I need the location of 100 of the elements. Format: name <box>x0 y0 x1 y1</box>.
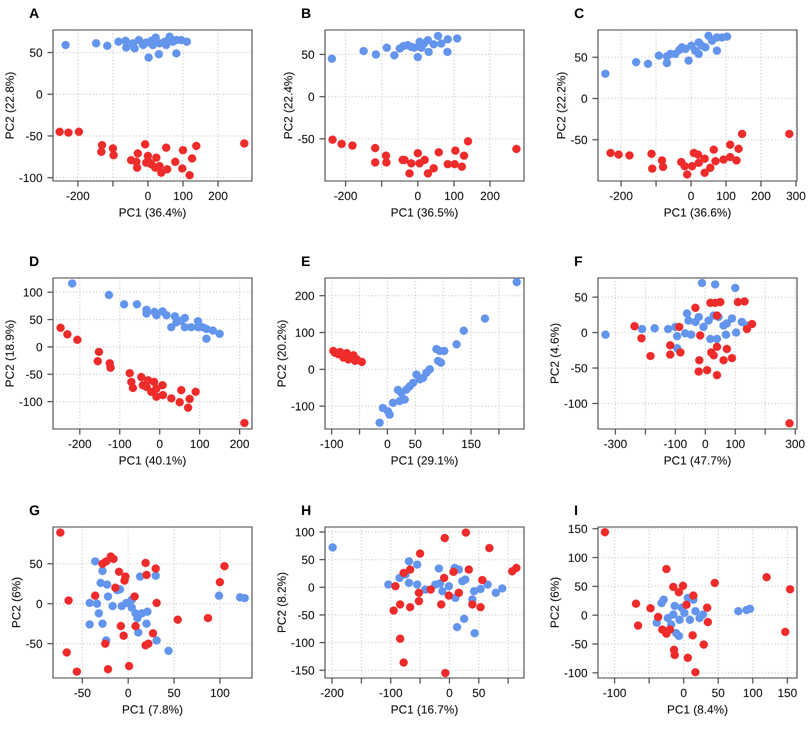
y-tick-label: 150 <box>568 524 588 534</box>
x-axis-title: PC1 (47.7%) <box>664 456 731 467</box>
x-axis-title: PC1 (36.5%) <box>392 208 458 219</box>
x-tick-label: 100 <box>717 192 736 200</box>
y-tick-label: -50 <box>571 136 588 144</box>
x-tick-label: 100 <box>444 192 464 200</box>
y-axis-title: PC2 (6%) <box>12 578 23 628</box>
x-tick-label: -50 <box>74 688 90 698</box>
x-tick-label: -100 <box>379 688 402 698</box>
y-tick-label: 50 <box>574 582 588 591</box>
y-tick-label: 100 <box>568 554 588 562</box>
y-tick-label: -100 <box>19 398 42 406</box>
x-tick-label: -200 <box>610 192 632 200</box>
y-tick-label: 100 <box>296 528 314 536</box>
x-axis-title: PC1 (40.1%) <box>120 456 186 467</box>
x-axis-title: PC1 (36.4%) <box>120 208 186 219</box>
y-axis-title: PC2 (22.4%) <box>284 72 295 138</box>
x-tick-label: -100 <box>108 440 132 448</box>
chart-title: C <box>574 8 584 18</box>
x-tick-label: -200 <box>320 688 344 698</box>
y-axis-title: PC2 (4.6%) <box>550 324 562 384</box>
y-tick-label: -50 <box>298 134 314 144</box>
y-tick-label: 50 <box>30 48 42 57</box>
chart-title: D <box>30 256 39 266</box>
x-tick-label: 0 <box>156 440 163 448</box>
x-tick-label: 100 <box>190 440 210 448</box>
y-tick-label: 50 <box>574 53 588 62</box>
x-axis-title: PC1 (8.4%) <box>668 704 728 716</box>
y-tick-label: 100 <box>24 288 42 297</box>
x-tick-label: 0 <box>125 688 132 698</box>
chart-title: B <box>302 8 311 18</box>
y-tick-label: 50 <box>574 293 588 302</box>
x-tick-label: -200 <box>334 192 357 200</box>
x-tick-label: 200 <box>752 192 770 200</box>
y-tick-label: 0 <box>36 90 42 99</box>
x-tick-label: 0 <box>680 688 686 698</box>
y-tick-label: -50 <box>298 610 314 620</box>
chart-title: E <box>302 256 310 266</box>
x-tick-label: 0 <box>446 688 452 698</box>
y-tick-label: 50 <box>302 50 314 59</box>
chart-title: A <box>29 8 39 18</box>
y-tick-label: 50 <box>302 556 314 564</box>
x-tick-label: -100 <box>603 688 626 698</box>
y-tick-label: -50 <box>26 370 42 379</box>
x-tick-label: -100 <box>664 440 687 448</box>
y-tick-label: 100 <box>296 328 314 337</box>
y-tick-label: 0 <box>36 342 42 352</box>
y-tick-label: -50 <box>26 640 42 648</box>
x-tick-label: -200 <box>66 192 90 200</box>
x-tick-label: 200 <box>480 192 500 200</box>
x-tick-label: 50 <box>409 440 422 448</box>
x-axis-title: PC1 (7.8%) <box>122 704 182 716</box>
chart-title: H <box>302 506 310 516</box>
x-tick-label: -200 <box>68 440 92 448</box>
y-axis-title: PC2 (22.2%) <box>556 72 568 138</box>
y-axis-title: PC2 (22.8%) <box>5 72 16 138</box>
chart-title: F <box>575 256 582 266</box>
x-tick-label: 0 <box>702 440 708 448</box>
y-tick-label: 50 <box>30 560 42 568</box>
x-tick-label: 0 <box>145 192 151 200</box>
x-tick-label: 150 <box>462 440 480 448</box>
y-tick-label: 0 <box>581 611 588 620</box>
y-tick-label: 0 <box>581 94 588 103</box>
x-tick-label: -300 <box>604 440 627 448</box>
y-tick-label: -150 <box>291 666 314 675</box>
y-tick-label: -100 <box>291 402 314 411</box>
y-tick-label: 0 <box>308 92 314 102</box>
x-tick-label: 300 <box>786 440 805 448</box>
x-tick-label: -100 <box>320 440 344 448</box>
y-tick-label: -50 <box>571 364 588 372</box>
x-axis-title: PC1 (16.7%) <box>392 704 458 716</box>
y-tick-label: -100 <box>564 400 588 408</box>
y-tick-label: -100 <box>291 638 314 647</box>
x-tick-label: 100 <box>174 192 192 200</box>
y-tick-label: 50 <box>30 316 42 324</box>
x-axis-title: PC1 (36.6%) <box>664 208 731 219</box>
x-tick-label: 100 <box>726 440 745 448</box>
x-tick-label: 150 <box>778 688 797 698</box>
x-tick-label: 0 <box>384 440 390 448</box>
x-tick-label: 100 <box>744 688 762 698</box>
y-tick-label: 200 <box>295 292 314 300</box>
y-axis-title: PC2 (18.9%) <box>5 320 16 386</box>
y-axis-title: PC2 (20.2%) <box>277 320 288 386</box>
x-tick-label: 100 <box>210 688 230 698</box>
x-tick-label: 50 <box>472 688 485 698</box>
y-tick-label: 0 <box>581 328 588 337</box>
y-axis-title: PC2 (8.2%) <box>277 572 288 632</box>
x-tick-label: 50 <box>168 688 180 698</box>
x-tick-label: 300 <box>786 192 806 200</box>
x-tick-label: 200 <box>208 192 228 200</box>
x-tick-label: 200 <box>230 440 249 448</box>
y-tick-label: -50 <box>571 640 588 648</box>
y-tick-label: -100 <box>19 174 42 182</box>
y-tick-label: 0 <box>308 583 314 592</box>
y-axis-title: PC2 (6%) <box>550 578 562 628</box>
y-tick-label: -100 <box>564 668 588 678</box>
x-axis-title: PC1 (29.1%) <box>392 456 458 467</box>
y-tick-label: -50 <box>26 132 42 140</box>
y-tick-label: 0 <box>308 365 314 374</box>
x-tick-label: 50 <box>712 688 724 698</box>
